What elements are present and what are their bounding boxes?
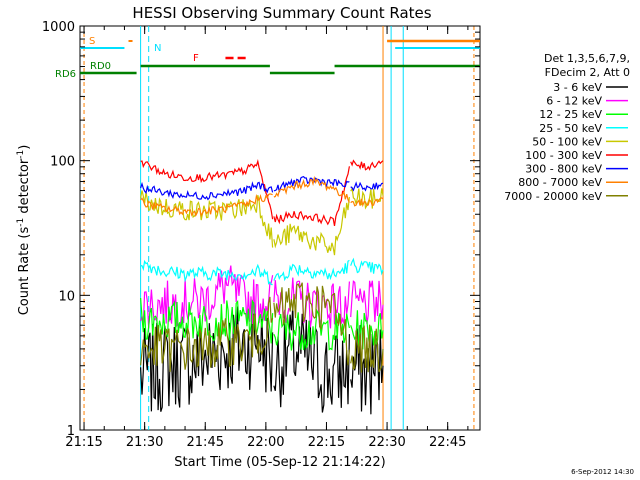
y-label-main: Count Rate (s — [17, 227, 32, 316]
legend-entry-label: 3 - 6 keV — [553, 81, 602, 94]
series-line — [140, 186, 384, 256]
x-tick-label: 22:45 — [429, 435, 466, 450]
flag-label-f: F — [193, 53, 199, 64]
legend-entry-label: 300 - 800 keV — [525, 163, 602, 176]
legend-entry-label: 100 - 300 keV — [525, 149, 602, 162]
legend-entry-label: 6 - 12 keV — [546, 95, 602, 108]
legend-entry-label: 7000 - 20000 keV — [504, 190, 602, 203]
series-layer — [140, 159, 384, 415]
flag-label-n: N — [154, 43, 161, 54]
plot-frame — [79, 25, 481, 431]
x-tick-label: 22:15 — [308, 435, 345, 450]
legend-entry-label: 25 - 50 keV — [539, 122, 602, 135]
y-tick-label: 100 — [50, 155, 75, 170]
y-label-sup2: -1 — [16, 150, 26, 159]
flag-label-rd6: RD6 — [55, 69, 76, 80]
series-line — [140, 257, 384, 286]
legend: Det 1,3,5,6,7,9, FDecim 2, Att 0 3 - 6 k… — [504, 52, 630, 203]
y-label-mid: detector — [17, 158, 32, 218]
series-line — [140, 175, 384, 218]
footer-date: 6-Sep-2012 14:30 — [571, 468, 634, 476]
x-tick-label: 22:30 — [368, 435, 405, 450]
x-tick-label: 21:15 — [65, 435, 102, 450]
chart-title: HESSI Observing Summary Count Rates — [132, 4, 431, 22]
flags-layer: S N F RD0 RD6 — [55, 26, 480, 430]
flag-label-rd0: RD0 — [90, 61, 111, 72]
y-tick-label: 10 — [58, 289, 75, 304]
y-tick-label: 1000 — [42, 20, 75, 35]
series-line — [140, 159, 384, 227]
series-line — [140, 176, 384, 201]
y-tick-label: 1 — [67, 424, 75, 439]
y-label-end: ) — [17, 145, 32, 150]
x-tick-label: 21:45 — [187, 435, 224, 450]
legend-entry-label: 12 - 25 keV — [539, 108, 602, 121]
legend-header-line-2: FDecim 2, Att 0 — [545, 66, 630, 79]
legend-entry-label: 50 - 100 keV — [532, 135, 602, 148]
y-label-sup1: -1 — [16, 218, 26, 227]
x-tick-label: 22:00 — [247, 435, 284, 450]
flag-label-s: S — [89, 36, 95, 47]
legend-header-line-1: Det 1,3,5,6,7,9, — [544, 52, 630, 65]
x-tick-label: 21:30 — [126, 435, 163, 450]
legend-entry-label: 800 - 7000 keV — [518, 176, 602, 189]
axes-layer: 21:15 21:30 21:45 22:00 22:15 22:30 22:45 1 10 10… — [42, 20, 480, 450]
series-line — [140, 282, 384, 373]
x-axis-label: Start Time (05-Sep-12 21:14:22) — [174, 455, 385, 470]
y-axis-label: Count Rate (s-1 detector-1) — [16, 145, 32, 316]
